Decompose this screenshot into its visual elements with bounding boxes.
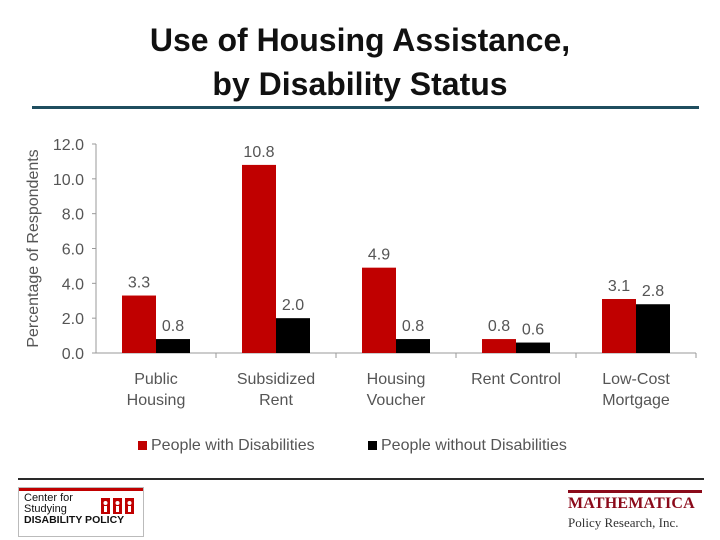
- bar-with-disabilities: [122, 295, 156, 353]
- bar-without-disabilities: [396, 339, 430, 353]
- y-tick-label: 2.0: [62, 311, 84, 328]
- people-icon: [101, 498, 134, 514]
- y-tick-label: 6.0: [62, 242, 84, 259]
- x-tick-label: Housing: [367, 371, 426, 388]
- title-divider: [32, 106, 699, 109]
- bar-chart: 0.0 2.0 4.0 6.0 8.0 10.0 12.0 Percentage of Res…: [25, 137, 697, 454]
- bar-with-disabilities: [602, 299, 636, 353]
- data-label: 0.8: [162, 318, 184, 335]
- mathematica-subtitle: Policy Research, Inc.: [568, 515, 679, 530]
- legend-swatch: [138, 441, 147, 450]
- footer-divider: [18, 478, 704, 480]
- legend-label: People without Disabilities: [381, 437, 567, 454]
- csdp-line-2: Studying: [24, 503, 67, 515]
- x-tick-label: Subsidized: [237, 371, 315, 388]
- y-tick-label: 0.0: [62, 346, 84, 363]
- csdp-line-1: Center for: [24, 492, 73, 504]
- data-label: 0.6: [522, 322, 544, 339]
- title-line-2: by Disability Status: [212, 66, 508, 102]
- data-label: 0.8: [488, 318, 510, 335]
- slide-title: Use of Housing Assistance, by Disability…: [0, 18, 720, 106]
- x-tick-label: Rent Control: [471, 371, 561, 388]
- csdp-logo: Center for Studying DISABILITY POLICY: [18, 487, 144, 537]
- y-tick-label: 8.0: [62, 207, 84, 224]
- x-tick-label: Public: [134, 371, 178, 388]
- legend-label: People with Disabilities: [151, 437, 315, 454]
- x-tick-label: Rent: [259, 392, 293, 409]
- y-tick-label: 10.0: [53, 172, 84, 189]
- x-tick-label: Housing: [127, 392, 186, 409]
- bar-with-disabilities: [362, 267, 396, 353]
- csdp-logo-bar: [19, 488, 143, 491]
- data-label: 3.1: [608, 278, 630, 295]
- bar-with-disabilities: [482, 339, 516, 353]
- x-tick-label: Low-Cost: [602, 371, 670, 388]
- bar-without-disabilities: [516, 342, 550, 353]
- y-tick-label: 12.0: [53, 137, 84, 154]
- bar-without-disabilities: [276, 318, 310, 353]
- bar-without-disabilities: [156, 339, 190, 353]
- bar-with-disabilities: [242, 164, 276, 353]
- y-axis-title: Percentage of Respondents: [25, 149, 42, 347]
- x-tick-label: Mortgage: [602, 392, 670, 409]
- data-label: 2.0: [282, 297, 304, 314]
- bar-without-disabilities: [636, 304, 670, 353]
- data-label: 0.8: [402, 318, 424, 335]
- data-label: 4.9: [368, 247, 390, 264]
- csdp-line-3: DISABILITY POLICY: [24, 514, 125, 526]
- mathematica-logo: MATHEMATICA Policy Research, Inc.: [568, 490, 702, 531]
- mathematica-name: MATHEMATICA: [568, 490, 702, 513]
- title-line-1: Use of Housing Assistance,: [149, 22, 571, 58]
- y-tick-label: 4.0: [62, 276, 84, 293]
- data-label: 3.3: [128, 275, 150, 292]
- x-tick-label: Voucher: [367, 392, 426, 409]
- legend-swatch: [368, 441, 377, 450]
- data-label: 2.8: [642, 283, 664, 300]
- data-label: 10.8: [243, 144, 274, 161]
